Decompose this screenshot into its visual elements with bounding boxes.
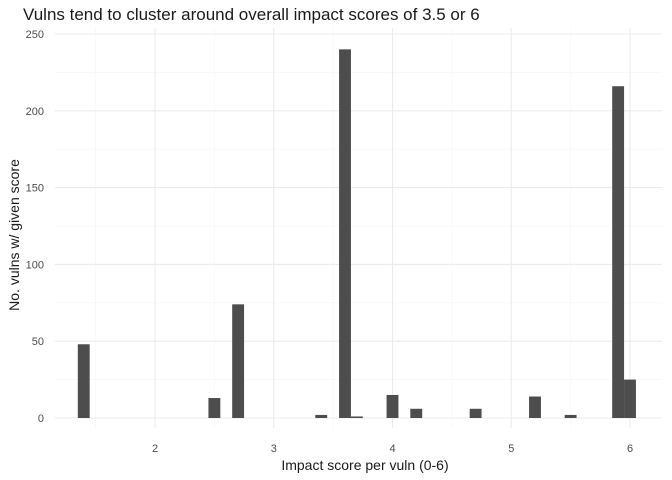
histogram-bar (386, 394, 399, 418)
histogram-bar (315, 414, 328, 418)
histogram-bar (564, 414, 577, 418)
histogram-bar (624, 379, 636, 418)
histogram-bar (77, 344, 90, 418)
histogram-bar (529, 396, 541, 418)
y-tick-label: 50 (32, 336, 44, 348)
x-tick-label: 6 (627, 443, 633, 455)
y-tick-label: 0 (38, 413, 44, 425)
y-axis-ticks: 0 50 100 150 200 250 (26, 29, 44, 425)
chart-title: Vulns tend to cluster around overall imp… (23, 5, 480, 24)
y-axis-title: No. vulns w/ given score (6, 159, 22, 311)
histogram-bar (612, 86, 625, 418)
y-tick-label: 150 (26, 183, 44, 195)
histogram-bar (232, 304, 245, 418)
x-tick-label: 5 (508, 443, 514, 455)
x-tick-label: 2 (152, 443, 158, 455)
y-tick-label: 100 (26, 259, 44, 271)
x-tick-label: 4 (389, 443, 395, 455)
grid-lines (55, 28, 662, 428)
y-tick-label: 250 (26, 29, 44, 41)
y-tick-label: 200 (26, 106, 44, 118)
bars (77, 49, 636, 419)
histogram-bar (469, 408, 482, 418)
x-axis-title: Impact score per vuln (0-6) (281, 457, 448, 473)
x-tick-label: 3 (271, 443, 277, 455)
histogram-bar (410, 408, 423, 418)
histogram-bar (208, 398, 221, 418)
histogram-bar (339, 49, 351, 419)
histogram-bar (350, 416, 363, 418)
x-axis-ticks: 2 3 4 5 6 (152, 443, 633, 455)
